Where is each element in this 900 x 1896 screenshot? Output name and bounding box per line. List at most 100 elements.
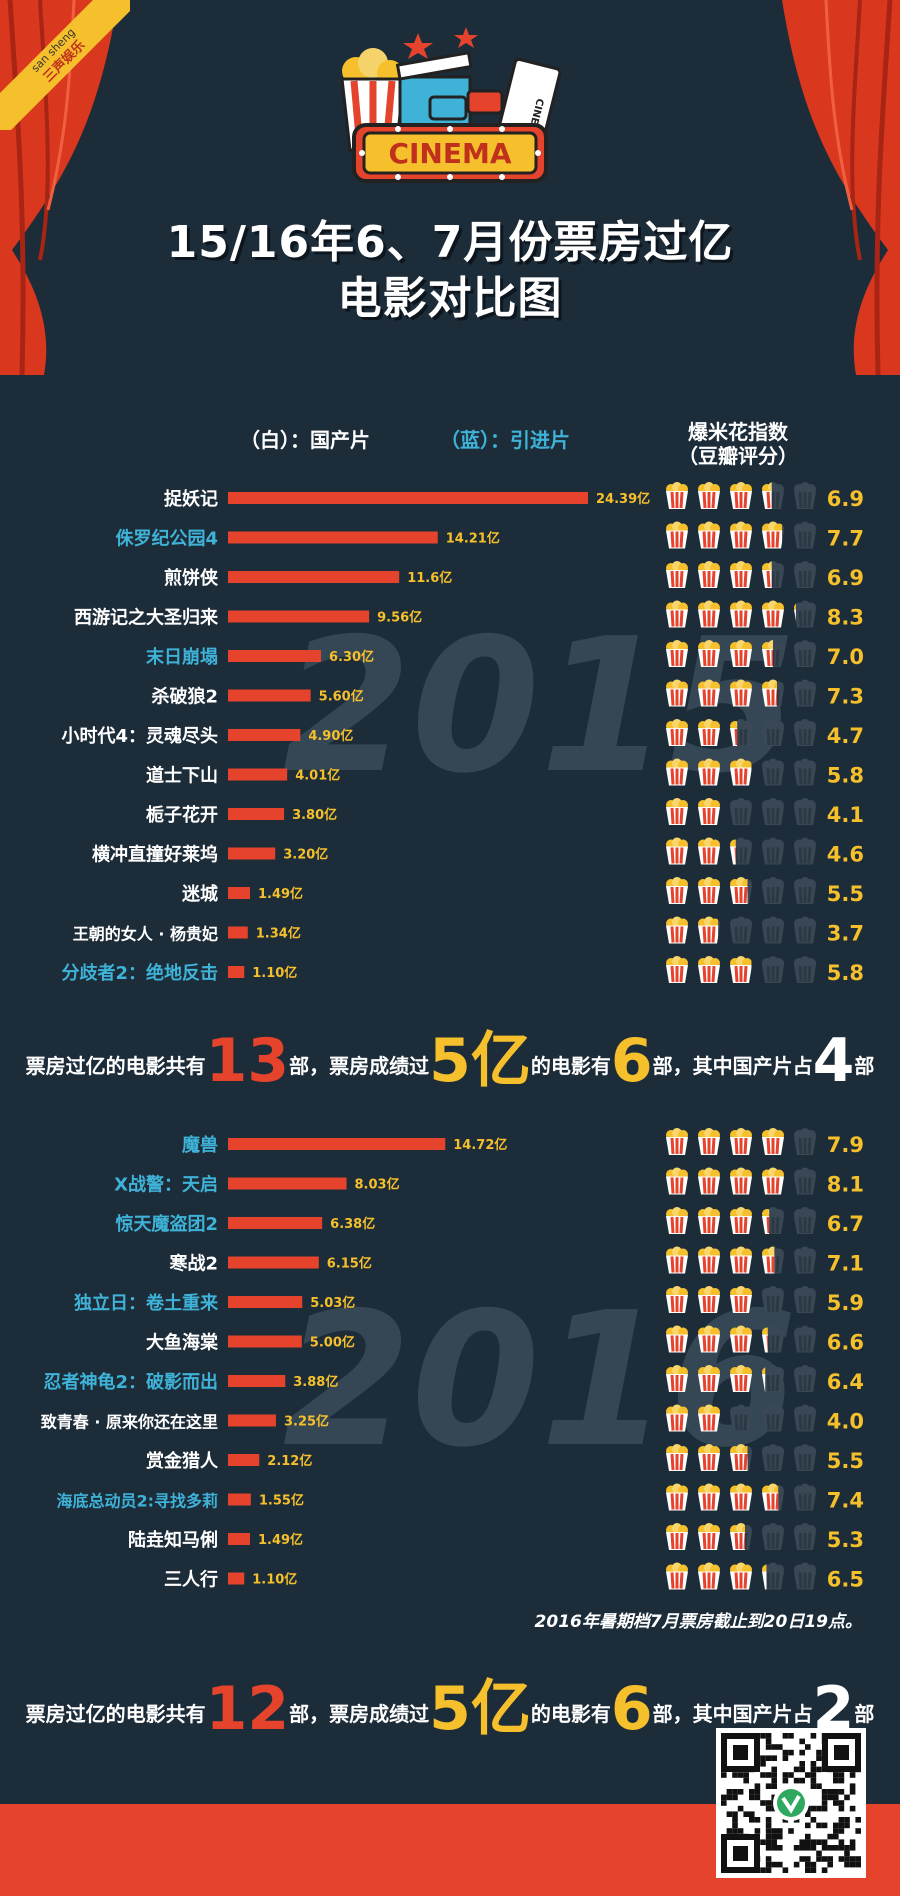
popcorn-icon [730, 1523, 752, 1550]
summary-domestic-count: 4 [812, 1026, 855, 1096]
movie-label: 杀破狼2 [151, 686, 218, 708]
popcorn-icon [698, 719, 720, 746]
movie-label: 侏罗纪公园4 [115, 528, 218, 550]
popcorn-icon [666, 719, 688, 746]
summary-text: 部，票房成绩过 [289, 1054, 430, 1078]
popcorn-icon [666, 1325, 688, 1353]
popcorn-icon [730, 1167, 752, 1195]
popcorn-icon [762, 561, 784, 588]
bar [228, 808, 285, 820]
bar [228, 610, 370, 623]
popcorn-icon [794, 1246, 816, 1274]
popcorn-icon [666, 1562, 688, 1590]
summary-text: 部，其中国产片占 [652, 1702, 813, 1726]
popcorn-icon [730, 719, 752, 746]
popcorn-icon [698, 1365, 720, 1392]
popcorn-icon [794, 1325, 816, 1353]
popcorn-icon [762, 1483, 784, 1511]
popcorn-icon [762, 916, 784, 944]
bar [228, 689, 311, 702]
rating-value: 5.9 [827, 1291, 864, 1315]
summary-text: 票房过亿的电影共有 [25, 1054, 206, 1078]
movie-label: 惊天魔盗团2 [115, 1213, 218, 1235]
bar [228, 1572, 245, 1585]
movie-label: 捉妖记 [164, 488, 218, 510]
chart-2016: 2016 魔兽 14.72亿 7.9 X战警：天启 8.03亿 8.1 惊天魔盗团2 6.38亿… [41, 1128, 864, 1592]
popcorn-icon [730, 521, 752, 549]
popcorn-icon [666, 877, 688, 904]
popcorn-icon [698, 1523, 720, 1550]
popcorn-icon [762, 1365, 784, 1392]
summary-total-count: 13 [205, 1026, 290, 1096]
3d-glasses-icon [428, 89, 504, 121]
bar [228, 1493, 251, 1506]
value-label: 14.72亿 [453, 1137, 507, 1153]
popcorn-icon [698, 1246, 720, 1274]
popcorn-icon [762, 719, 784, 746]
page-title-line1: 15/16年6、7月份票房过亿 [166, 217, 734, 268]
popcorn-icon [698, 561, 720, 588]
summary-over-count: 6 [610, 1674, 653, 1744]
popcorn-icon [730, 1286, 752, 1313]
popcorn-icon [698, 1483, 720, 1511]
popcorn-icon [730, 877, 752, 904]
popcorn-icon [698, 679, 720, 707]
popcorn-icon [666, 798, 688, 825]
popcorn-icon [794, 798, 816, 825]
star-icon [403, 33, 433, 59]
popcorn-icon [762, 837, 784, 865]
rating-value: 5.3 [827, 1528, 864, 1552]
bar [228, 1217, 323, 1229]
popcorn-icon [698, 758, 720, 786]
year-watermark: 2016 [283, 1272, 798, 1488]
bar [228, 531, 438, 544]
movie-label: 致青春 · 原来你还在这里 [41, 1413, 218, 1432]
popcorn-icon [794, 561, 816, 588]
star-icon [454, 27, 478, 48]
popcorn-icon [666, 679, 688, 707]
popcorn-icon [698, 1207, 720, 1234]
value-label: 3.20亿 [283, 847, 328, 863]
popcorn-icon [730, 561, 752, 588]
value-label: 6.15亿 [327, 1256, 372, 1272]
rating-value: 8.3 [827, 606, 864, 630]
popcorn-icon [698, 521, 720, 549]
rating-value: 4.0 [827, 1410, 864, 1434]
rating-value: 7.0 [827, 645, 864, 669]
popcorn-icon [730, 482, 752, 509]
popcorn-icon [666, 1167, 688, 1195]
rating-value: 7.7 [827, 527, 864, 551]
rating-value: 7.9 [827, 1133, 864, 1157]
rating-header: 爆米花指数 （豆瓣评分） [668, 420, 808, 468]
popcorn-icon [794, 1483, 816, 1511]
popcorn-icon [698, 1404, 720, 1432]
value-label: 5.60亿 [319, 689, 364, 705]
qr-code-icon[interactable] [716, 1728, 866, 1878]
popcorn-icon [666, 916, 688, 944]
popcorn-icon [794, 916, 816, 944]
movie-label: 陆垚知马俐 [128, 1529, 218, 1551]
rating-value: 8.1 [827, 1173, 864, 1197]
value-label: 9.56亿 [377, 610, 422, 626]
rating-value: 5.5 [827, 1449, 864, 1473]
value-label: 8.03亿 [355, 1177, 400, 1193]
rating-header-title: 爆米花指数 [688, 420, 788, 444]
popcorn-icon [666, 1246, 688, 1274]
popcorn-icon [762, 1128, 784, 1155]
summary-text: 部，票房成绩过 [289, 1702, 430, 1726]
summary-over-count: 6 [610, 1026, 653, 1096]
summary-2016: 票房过亿的电影共有12部，票房成绩过5亿的电影有6部，其中国产片占2部 [0, 1660, 900, 1747]
rating-value: 4.6 [827, 843, 864, 867]
value-label: 1.49亿 [258, 1532, 303, 1548]
popcorn-icon [666, 600, 688, 628]
rating-value: 5.8 [827, 961, 864, 985]
legend-domestic: （白）：国产片 [240, 428, 370, 452]
chart-2015: 2015 捉妖记 24.39亿 6.9 侏罗纪公园4 14.21亿 7.7 煎饼侠 11.6亿 6… [61, 482, 864, 985]
popcorn-icon [698, 1167, 720, 1195]
popcorn-icon [730, 1562, 752, 1590]
popcorn-icon [762, 1404, 784, 1432]
popcorn-icon [666, 1444, 688, 1471]
bar [228, 966, 245, 978]
value-label: 24.39亿 [596, 491, 650, 507]
movie-label: 煎饼侠 [164, 567, 219, 589]
